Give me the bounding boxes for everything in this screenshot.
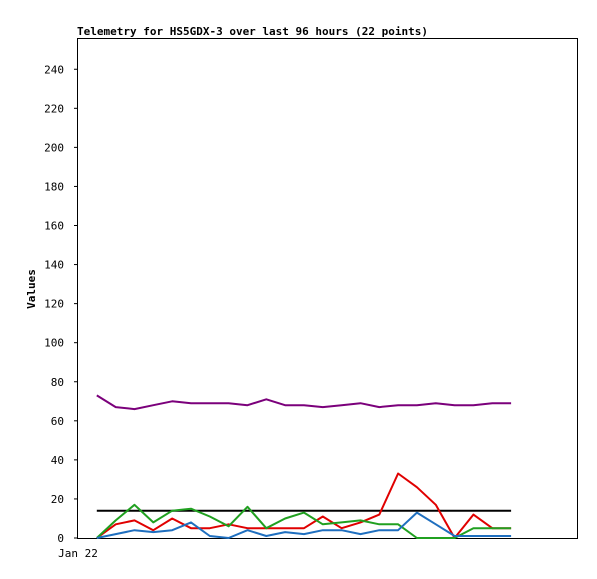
plot-area (77, 38, 578, 539)
y-tick-label: 220 (44, 102, 64, 115)
x-axis: Jan 22 (58, 547, 98, 560)
y-tick-label: 100 (44, 337, 64, 350)
y-tick-label: 80 (51, 376, 64, 389)
y-tick-label: 160 (44, 220, 64, 233)
series-line-4 (96, 503, 512, 539)
y-tick-label: 60 (51, 415, 64, 428)
series-line-5 (96, 511, 512, 539)
chart-title: Telemetry for HS5GDX-3 over last 96 hour… (77, 25, 428, 38)
y-tick-label: 180 (44, 180, 64, 193)
series-layer (96, 394, 512, 539)
x-tick-label: Jan 22 (58, 547, 98, 560)
series-line-1 (96, 394, 512, 411)
y-tick-label: 0 (57, 532, 64, 545)
y-tick-label: 40 (51, 454, 64, 467)
y-axis: 0 20 40 60 80 100 120 140 160 180 200 220 240 (44, 63, 78, 545)
y-tick-label: 120 (44, 298, 64, 311)
y-tick-label: 140 (44, 259, 64, 272)
y-tick-label: 200 (44, 141, 64, 154)
y-tick-label: 20 (51, 493, 64, 506)
series-line-3 (96, 472, 512, 539)
y-axis-label: Values (25, 269, 38, 309)
y-tick-label: 240 (44, 63, 64, 76)
